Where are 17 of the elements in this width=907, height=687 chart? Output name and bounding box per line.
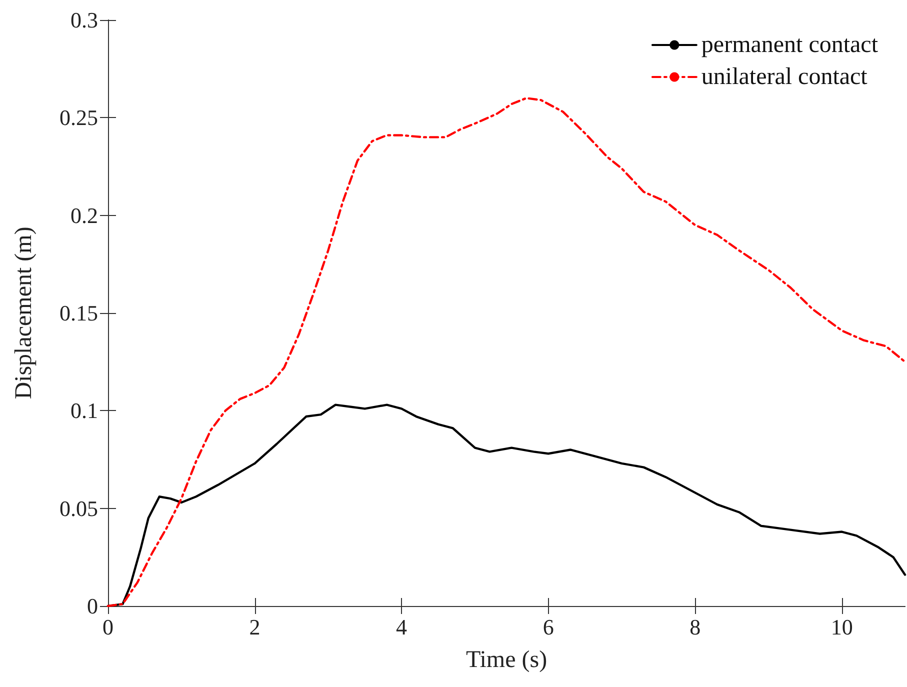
y-tick-label: 0.05 xyxy=(60,496,98,521)
x-axis-title: Time (s) xyxy=(466,647,548,673)
y-axis-title: Displacement (m) xyxy=(11,226,37,400)
y-tick-label: 0.2 xyxy=(70,202,98,228)
x-tick-label: 10 xyxy=(830,614,853,640)
x-tick-label: 8 xyxy=(690,614,701,640)
y-tick-label: 0.3 xyxy=(70,8,98,32)
x-tick-label: 2 xyxy=(249,614,260,640)
y-tick-label: 0.15 xyxy=(60,300,98,326)
legend-label: unilateral contact xyxy=(701,64,868,90)
y-tick-label: 0 xyxy=(87,594,98,618)
y-tick-label: 0.25 xyxy=(60,105,98,130)
y-tick-label: 0.1 xyxy=(70,398,98,424)
x-tick-label: 4 xyxy=(396,614,408,640)
legend-label: permanent contact xyxy=(701,32,878,58)
x-tick-label: 6 xyxy=(542,614,554,640)
x-tick-label: 0 xyxy=(102,614,114,640)
